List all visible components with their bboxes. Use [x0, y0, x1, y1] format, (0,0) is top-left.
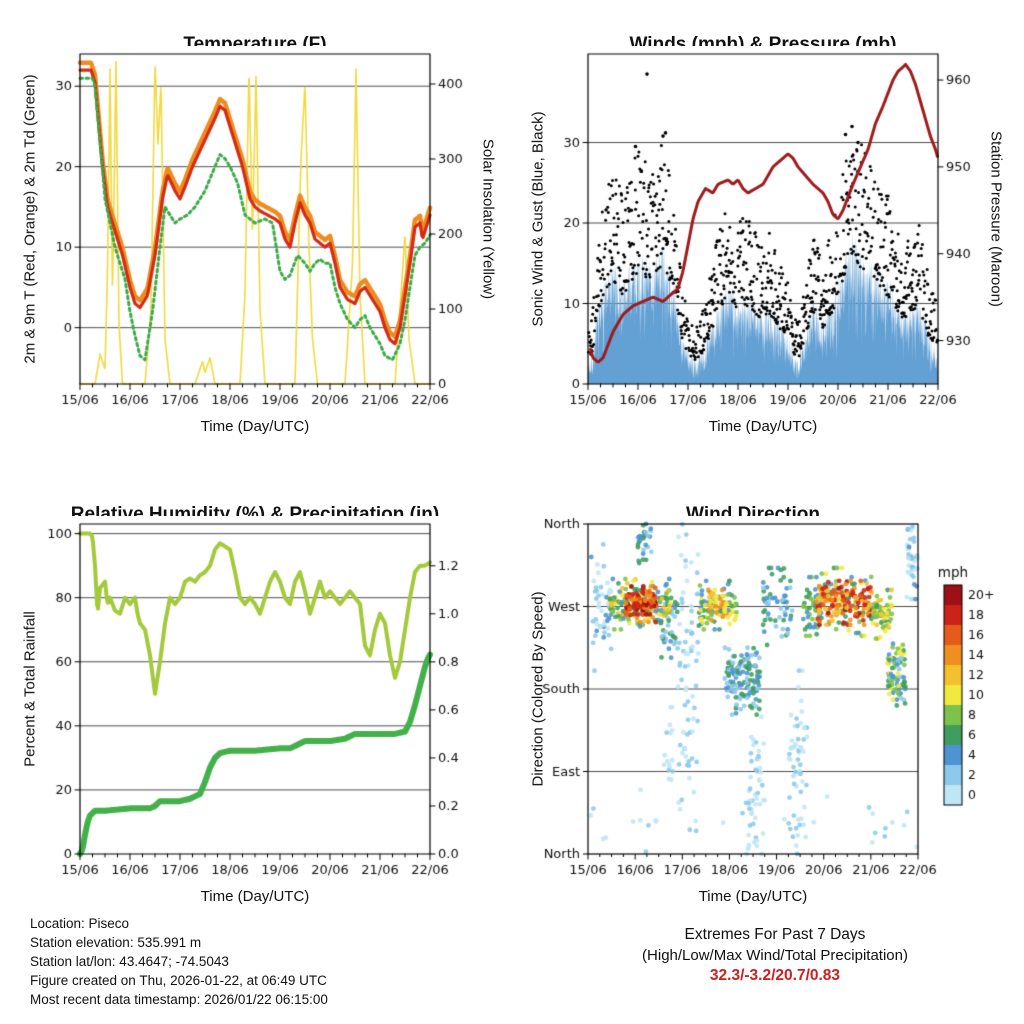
winds-x-axis-label: Time (Day/UTC) [708, 418, 818, 435]
humidity-left-axis-label: Percent & Total Rainfall [21, 611, 39, 767]
humidity-x-axis-label: Time (Day/UTC) [200, 888, 310, 905]
temperature-x-axis-label: Time (Day/UTC) [200, 418, 310, 435]
temperature-chart-canvas [20, 46, 512, 442]
station-elevation: Station elevation: 535.991 m [30, 935, 202, 950]
wind-direction-x-axis-label: Time (Day/UTC) [698, 888, 808, 905]
wind-direction-left-axis-label: Direction (Colored By Speed) [529, 591, 547, 787]
winds-right-axis-label: Station Pressure (Maroon) [987, 131, 1005, 307]
wind-direction-panel: Wind Direction Direction (Colored By Spe… [522, 486, 1022, 944]
figure-created-timestamp: Figure created on Thu, 2026-01-22, at 06… [30, 973, 327, 988]
extremes-subtitle: (High/Low/Max Wind/Total Precipitation) [642, 947, 908, 964]
temperature-left-axis-label: 2m & 9m T (Red, Orange) & 2m Td (Green) [21, 74, 39, 364]
humidity-precip-panel: Relative Humidity (%) & Precipitation (i… [14, 486, 514, 944]
temperature-panel: Temperature (F) 2m & 9m T (Red, Orange) … [14, 16, 514, 474]
winds-chart-canvas [528, 46, 1020, 442]
winds-left-axis-label: Sonic Wind & Gust (Blue, Black) [529, 111, 547, 327]
station-info-footer: Location: Piseco Station elevation: 535.… [30, 914, 328, 1009]
wind-direction-chart-canvas [528, 516, 1020, 912]
recent-data-timestamp: Most recent data timestamp: 2026/01/22 0… [30, 992, 328, 1007]
temperature-right-axis-label: Solar Insolation (Yellow) [479, 138, 497, 300]
humidity-chart-canvas [20, 516, 512, 912]
extremes-title: Extremes For Past 7 Days [684, 926, 866, 943]
winds-pressure-panel: Winds (mph) & Pressure (mb) Sonic Wind &… [522, 16, 1022, 474]
station-latlon: Station lat/lon: 43.4647; -74.5043 [30, 954, 229, 969]
extremes-values: 32.3/-3.2/20.7/0.83 [709, 967, 841, 984]
station-location: Location: Piseco [30, 916, 130, 931]
extremes-summary: Extremes For Past 7 Days (High/Low/Max W… [540, 926, 1010, 985]
